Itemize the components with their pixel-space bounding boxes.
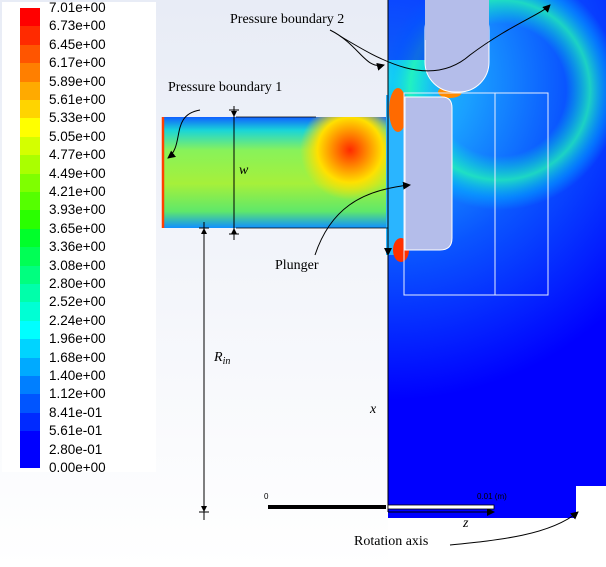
legend-tick-label: 4.77e+00 (49, 147, 106, 163)
legend-tick-label: 4.49e+00 (49, 165, 106, 181)
ring-flow-band (388, 0, 606, 518)
legend-color-band (20, 228, 40, 248)
legend-color-band (20, 412, 40, 432)
legend-color-band (20, 302, 40, 322)
legend-tick-label: 0.00e+00 (49, 460, 106, 475)
legend-tick-label: 5.05e+00 (49, 128, 106, 144)
pressure-boundary-2-label: Pressure boundary 2 (230, 12, 345, 27)
legend-color-band (20, 339, 40, 359)
legend-color-band (20, 100, 40, 119)
legend-tick-label: 2.24e+00 (49, 312, 106, 328)
scale-end-label: 0.01 (m) (477, 492, 507, 501)
legend-tick-label: 8.41e-01 (49, 404, 103, 420)
legend-color-band (20, 394, 40, 414)
legend-tick-label: 2.80e-01 (49, 441, 103, 457)
legend-tick-label: 5.61e-01 (49, 423, 103, 439)
legend-color-band (20, 449, 40, 469)
legend-color-band (20, 118, 40, 138)
scale-start-label: 0 (264, 492, 269, 501)
pressure-boundary-1-label: Pressure boundary 1 (168, 80, 283, 95)
scale-bar-white (387, 504, 495, 510)
legend-tick-label: 3.65e+00 (49, 220, 106, 236)
legend-color-band (20, 357, 40, 377)
legend-color-band (20, 192, 40, 211)
rin-dimension-label: Rin (214, 350, 231, 367)
legend-color-band (20, 155, 40, 175)
legend-tick-label: 4.21e+00 (49, 184, 106, 199)
legend-tick-label: 2.80e+00 (49, 276, 106, 291)
x-axis-label: x (370, 402, 377, 417)
plunger-body (404, 96, 453, 251)
legend-color-band (20, 81, 40, 101)
legend-tick-label: 6.73e+00 (49, 18, 106, 34)
legend-tick-label: 2.52e+00 (49, 294, 106, 310)
legend-tick-label: 6.17e+00 (49, 55, 106, 71)
legend-color-band (20, 44, 40, 64)
legend-tick-label: 1.68e+00 (49, 349, 106, 365)
legend-color-band (20, 320, 40, 340)
legend-color-band (20, 173, 40, 193)
legend-tick-label: 3.36e+00 (49, 239, 106, 255)
legend-tick-label: 5.61e+00 (49, 92, 106, 107)
legend-tick-label: 1.12e+00 (49, 386, 106, 402)
scale-bar-black (268, 505, 386, 509)
legend-color-band (20, 210, 40, 230)
legend-tick-label: 7.01e+00 (49, 0, 106, 15)
rotation-axis-label: Rotation axis (354, 534, 429, 549)
legend-color-band (20, 284, 40, 303)
legend-color-band (20, 265, 40, 285)
z-axis-label: z (463, 516, 469, 531)
plunger-label: Plunger (275, 258, 319, 273)
legend-tick-label: 5.89e+00 (49, 73, 106, 89)
legend-color-band (20, 431, 40, 451)
w-dimension-label: w (239, 163, 249, 178)
mesh-block-lines (403, 92, 549, 296)
legend-tick-label: 3.08e+00 (49, 257, 106, 273)
legend-color-band (20, 376, 40, 395)
legend-color-band (20, 8, 40, 27)
color-legend: 7.01e+00 6.73e+00 6.45e+00 6.17e+00 5.89e+00… (2, 0, 156, 475)
legend-tick-label: 1.96e+00 (49, 331, 106, 347)
legend-tick-label: 5.33e+00 (49, 110, 106, 126)
legend-tick-label: 1.40e+00 (49, 368, 106, 383)
legend-tick-label: 6.45e+00 (49, 36, 106, 52)
legend-colorbar (20, 8, 40, 469)
legend-color-band (20, 26, 40, 46)
legend-color-band (20, 63, 40, 83)
high-velocity-zone (163, 117, 391, 228)
outlet-gap (576, 486, 606, 567)
legend-tick-label: 3.93e+00 (49, 202, 106, 218)
legend-color-band (20, 247, 40, 267)
legend-color-band (20, 136, 40, 156)
